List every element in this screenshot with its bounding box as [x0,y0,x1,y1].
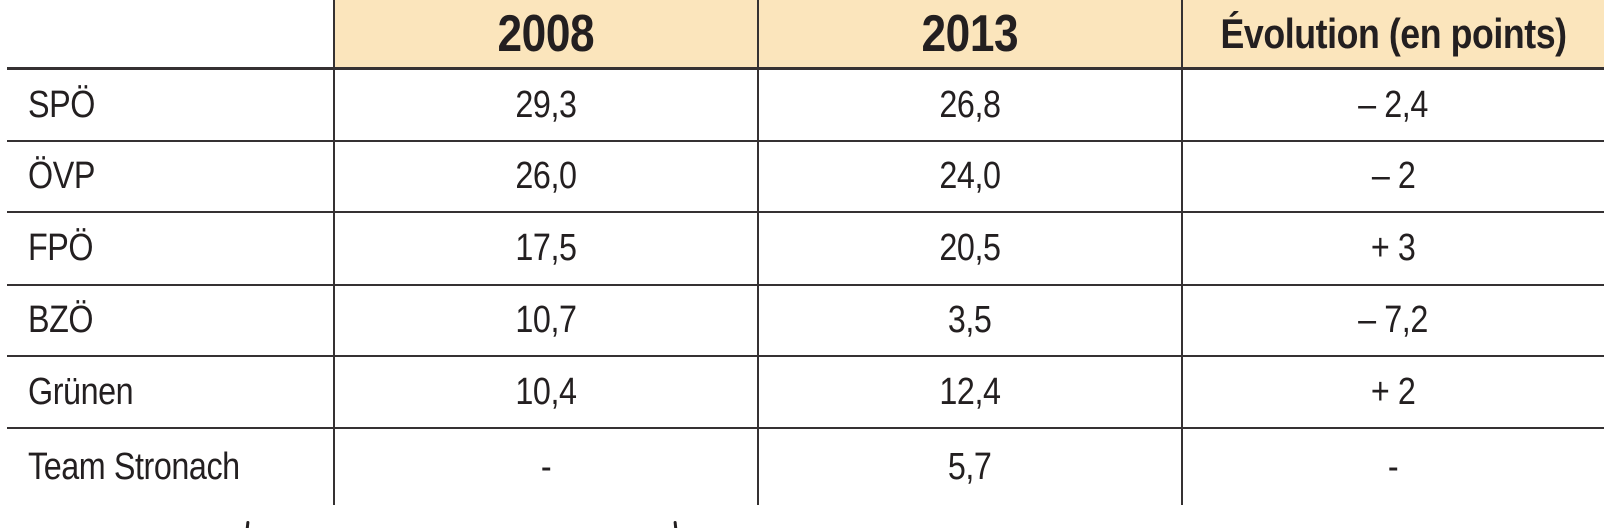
header-cell-empty [7,0,333,67]
value-2013: 24,0 [939,155,1001,197]
party-name: Team Stronach [28,445,240,488]
value-evolution: – 2,4 [1358,83,1429,126]
table-row: ÖVP 26,0 24,0 – 2 [7,142,1604,213]
table-row: Team Stronach - 5,7 - [7,429,1604,505]
value-evolution: - [1388,445,1399,488]
value-evolution-cell: – 2,4 [1181,70,1604,140]
election-results-table: 2008 2013 Évolution (en points) SPÖ 29,3… [7,0,1604,505]
value-2008: 17,5 [515,227,577,269]
table-row: Grünen 10,4 12,4 + 2 [7,357,1604,429]
value-2013-cell: 26,8 [757,70,1181,140]
table-row: FPÖ 17,5 20,5 + 3 [7,213,1604,286]
value-evolution-cell: + 3 [1181,213,1604,284]
value-evolution: – 2 [1371,155,1416,197]
row-label-cell: SPÖ [7,70,333,140]
row-label-cell: Grünen [7,357,333,427]
party-name: FPÖ [28,227,94,269]
value-evolution: – 7,2 [1358,299,1429,341]
header-evolution-label: Évolution (en points) [1220,9,1567,57]
value-evolution-cell: – 7,2 [1181,286,1604,355]
value-2008-cell: 29,3 [333,70,757,140]
header-cell-2013: 2013 [757,0,1181,67]
value-2008-cell: 17,5 [333,213,757,284]
value-2013: 26,8 [939,83,1001,126]
value-2008-cell: 10,7 [333,286,757,355]
value-evolution-cell: + 2 [1181,357,1604,427]
party-name: ÖVP [28,155,95,197]
party-name: Grünen [28,370,134,413]
cropped-caption-open-paren-top [245,520,250,528]
row-label-cell: FPÖ [7,213,333,284]
value-2008-cell: 26,0 [333,142,757,211]
value-evolution: + 2 [1371,370,1416,413]
row-label-cell: BZÖ [7,286,333,355]
party-name: SPÖ [28,83,95,126]
header-2013-label: 2013 [921,4,1019,63]
header-cell-2008: 2008 [333,0,757,67]
table-row: BZÖ 10,7 3,5 – 7,2 [7,286,1604,357]
value-2013-cell: 5,7 [757,429,1181,505]
value-2013-cell: 3,5 [757,286,1181,355]
value-2008-cell: - [333,429,757,505]
value-2013-cell: 12,4 [757,357,1181,427]
value-2008: 10,4 [515,370,577,413]
value-evolution-cell: - [1181,429,1604,505]
value-2013-cell: 24,0 [757,142,1181,211]
value-2008: 26,0 [515,155,577,197]
value-evolution-cell: – 2 [1181,142,1604,211]
value-evolution: + 3 [1371,227,1416,269]
value-2008: 29,3 [515,83,577,126]
value-2013: 5,7 [948,445,992,488]
value-2013: 3,5 [948,299,992,341]
value-2008-cell: 10,4 [333,357,757,427]
party-name: BZÖ [28,299,94,341]
row-label-cell: ÖVP [7,142,333,211]
value-2008: - [540,445,552,488]
value-2013: 12,4 [939,370,1001,413]
value-2013-cell: 20,5 [757,213,1181,284]
cropped-caption-close-paren-top [673,520,678,528]
header-2008-label: 2008 [497,4,595,63]
value-2008: 10,7 [515,299,577,341]
value-2013: 20,5 [939,227,1001,269]
table-row: SPÖ 29,3 26,8 – 2,4 [7,70,1604,142]
table-header-row: 2008 2013 Évolution (en points) [7,0,1604,70]
header-cell-evolution: Évolution (en points) [1181,0,1604,67]
row-label-cell: Team Stronach [7,429,333,505]
